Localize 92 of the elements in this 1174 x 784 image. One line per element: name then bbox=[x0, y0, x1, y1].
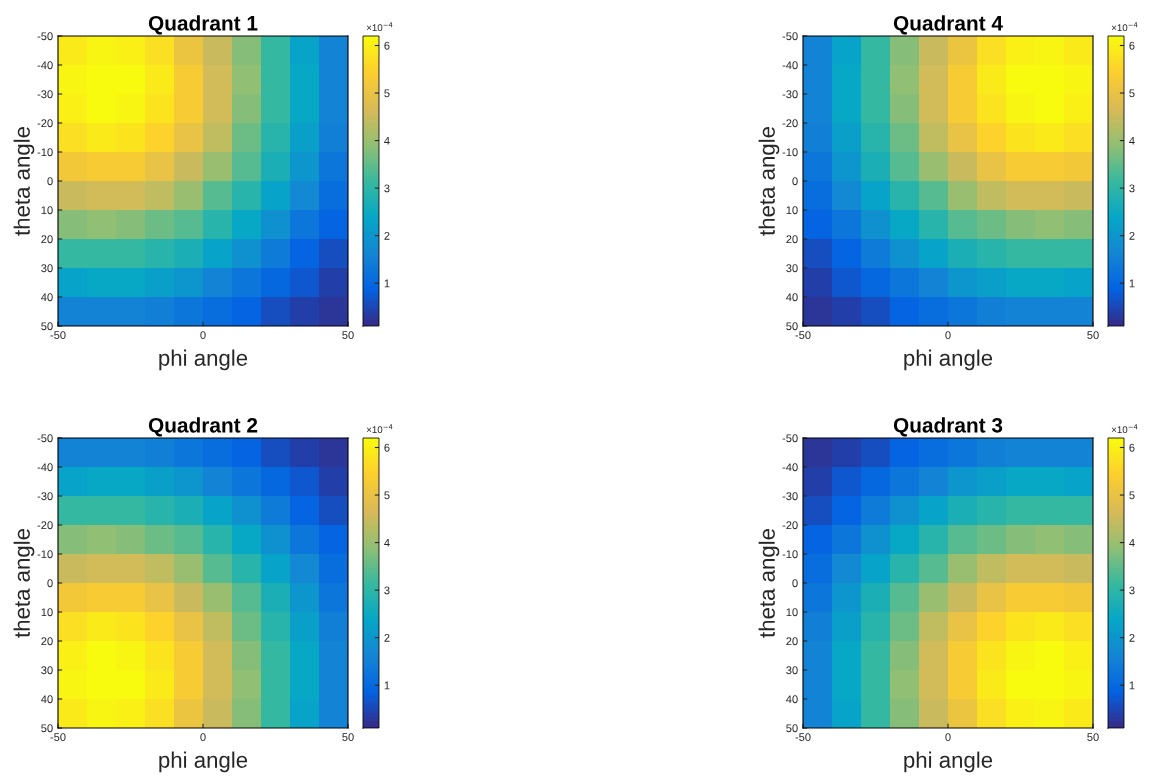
y-tick-label: 50 bbox=[786, 724, 798, 733]
color-bar-label: 4 bbox=[384, 136, 390, 145]
y-tick-label: -20 bbox=[37, 521, 53, 530]
y-tick-label: -10 bbox=[782, 550, 798, 559]
y-tick-label: 50 bbox=[786, 322, 798, 331]
y-tick-label: 30 bbox=[41, 666, 53, 675]
y-axis-title: theta angle bbox=[758, 127, 780, 236]
y-tick-label: -30 bbox=[37, 90, 53, 99]
y-tick-label: -40 bbox=[37, 463, 53, 472]
x-axis-title: phi angle bbox=[159, 349, 248, 371]
y-tick-label: 40 bbox=[41, 293, 53, 302]
x-tick-label: 0 bbox=[945, 733, 951, 742]
color-bar-label: 1 bbox=[384, 681, 390, 690]
color-bar-label: 5 bbox=[384, 491, 390, 500]
y-tick-label: 10 bbox=[41, 608, 53, 617]
color-bar-label: 5 bbox=[1129, 89, 1135, 98]
y-tick-label: -40 bbox=[782, 61, 798, 70]
y-tick-label: 40 bbox=[786, 695, 798, 704]
color-bar-label: 6 bbox=[1129, 41, 1135, 50]
y-tick-label: -40 bbox=[37, 61, 53, 70]
y-axis-title: theta angle bbox=[13, 529, 35, 638]
chart-title: Quadrant 2 bbox=[148, 417, 258, 437]
y-tick-label: -20 bbox=[782, 119, 798, 128]
x-tick-label: 0 bbox=[200, 733, 206, 742]
y-tick-label: -40 bbox=[782, 463, 798, 472]
chart-title: Quadrant 4 bbox=[893, 15, 1003, 35]
x-tick-label: 0 bbox=[945, 331, 951, 340]
y-axis-title: theta angle bbox=[13, 127, 35, 236]
text: ×10$^{−4}$ bbox=[366, 424, 393, 434]
color-bar-label: 3 bbox=[1129, 184, 1135, 193]
y-tick-label: 20 bbox=[41, 235, 53, 244]
y-tick-label: -30 bbox=[782, 90, 798, 99]
text: ×10$^{−4}$ bbox=[1111, 424, 1138, 434]
x-tick-label: 50 bbox=[1087, 733, 1099, 742]
y-tick-label: -10 bbox=[37, 550, 53, 559]
x-tick-label: 50 bbox=[342, 733, 354, 742]
color-bar-label: 4 bbox=[1129, 538, 1135, 547]
text: ×10$^{−4}$ bbox=[366, 22, 393, 32]
y-tick-label: -50 bbox=[782, 434, 798, 443]
color-bar-label: 5 bbox=[384, 89, 390, 98]
color-bar-label: 2 bbox=[1129, 633, 1135, 642]
y-tick-label: -50 bbox=[37, 32, 53, 41]
x-axis-title: phi angle bbox=[904, 349, 993, 371]
chart-title: Quadrant 3 bbox=[893, 417, 1003, 437]
chart-title: Quadrant 1 bbox=[148, 15, 258, 35]
x-tick-label: 50 bbox=[1087, 331, 1099, 340]
y-tick-label: 30 bbox=[786, 666, 798, 675]
y-tick-label: 20 bbox=[786, 637, 798, 646]
y-tick-label: -20 bbox=[37, 119, 53, 128]
y-tick-label: -50 bbox=[782, 32, 798, 41]
x-axis-title: phi angle bbox=[159, 751, 248, 773]
y-tick-label: -50 bbox=[37, 434, 53, 443]
y-tick-label: 0 bbox=[47, 177, 53, 186]
y-tick-label: 50 bbox=[41, 322, 53, 331]
color-bar-label: 6 bbox=[1129, 443, 1135, 452]
y-tick-label: 10 bbox=[786, 206, 798, 215]
color-bar-label: 3 bbox=[1129, 586, 1135, 595]
y-tick-label: 0 bbox=[47, 579, 53, 588]
y-tick-label: 0 bbox=[792, 177, 798, 186]
color-bar-label: 2 bbox=[384, 633, 390, 642]
y-axis-title: theta angle bbox=[758, 529, 780, 638]
color-bar-label: 5 bbox=[1129, 491, 1135, 500]
color-bar-label: 3 bbox=[384, 586, 390, 595]
color-bar-label: 6 bbox=[384, 41, 390, 50]
y-tick-label: -30 bbox=[782, 492, 798, 501]
x-tick-label: 0 bbox=[200, 331, 206, 340]
color-bar-label: 4 bbox=[1129, 136, 1135, 145]
y-tick-label: 10 bbox=[41, 206, 53, 215]
y-tick-label: 20 bbox=[41, 637, 53, 646]
color-bar-label: 1 bbox=[1129, 279, 1135, 288]
text: ×10$^{−4}$ bbox=[1111, 22, 1138, 32]
color-bar-label: 1 bbox=[384, 279, 390, 288]
y-tick-label: 0 bbox=[792, 579, 798, 588]
color-bar-label: 3 bbox=[384, 184, 390, 193]
x-tick-label: 50 bbox=[342, 331, 354, 340]
color-bar-label: 4 bbox=[384, 538, 390, 547]
y-tick-label: 30 bbox=[41, 264, 53, 273]
color-bar-label: 2 bbox=[1129, 231, 1135, 240]
y-tick-label: -10 bbox=[37, 148, 53, 157]
y-tick-label: -20 bbox=[782, 521, 798, 530]
color-bar-label: 1 bbox=[1129, 681, 1135, 690]
color-bar-label: 6 bbox=[384, 443, 390, 452]
y-tick-label: -30 bbox=[37, 492, 53, 501]
color-bar-label: 2 bbox=[384, 231, 390, 240]
y-tick-label: 10 bbox=[786, 608, 798, 617]
x-axis-title: phi angle bbox=[904, 751, 993, 773]
y-tick-label: 40 bbox=[41, 695, 53, 704]
y-tick-label: -10 bbox=[782, 148, 798, 157]
y-tick-label: 30 bbox=[786, 264, 798, 273]
y-tick-label: 20 bbox=[786, 235, 798, 244]
y-tick-label: 40 bbox=[786, 293, 798, 302]
y-tick-label: 50 bbox=[41, 724, 53, 733]
